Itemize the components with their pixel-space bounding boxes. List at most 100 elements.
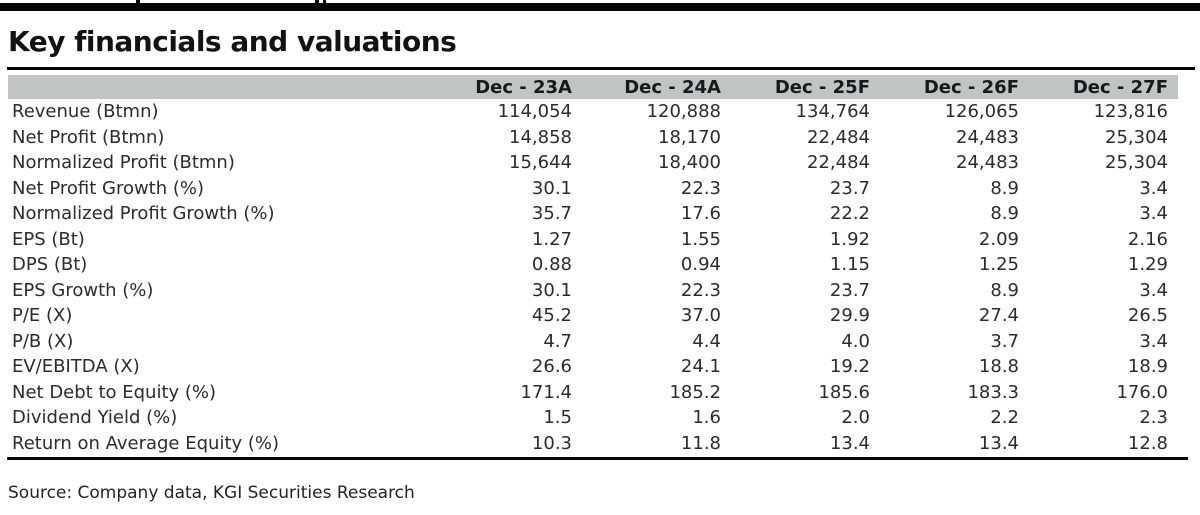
table-header: Dec - 23A Dec - 24A Dec - 25F Dec - 26F … xyxy=(8,75,1178,99)
value-cell: 0.94 xyxy=(680,254,721,276)
row-label: P/B (X) xyxy=(12,330,74,352)
value-cell: 22,484 xyxy=(807,152,870,174)
value-cell: 10.3 xyxy=(531,432,572,454)
value-cell: 2.3 xyxy=(1139,407,1168,429)
table-row: EPS Growth (%) 30.1 22.3 23.7 8.9 3.4 xyxy=(8,278,1178,304)
value-cell: 15,644 xyxy=(509,152,572,174)
row-label: Dividend Yield (%) xyxy=(12,407,178,429)
row-label: Normalized Profit (Btmn) xyxy=(12,152,235,174)
row-label: Normalized Profit Growth (%) xyxy=(12,203,275,225)
page-title: Key financials and valuations xyxy=(8,25,457,58)
top-crop-mark xyxy=(315,0,319,4)
value-cell: 171.4 xyxy=(520,381,572,403)
value-cell: 120,888 xyxy=(646,101,721,123)
table-bottom-rule xyxy=(7,457,1188,460)
table-row: Net Profit (Btmn) 14,858 18,170 22,484 2… xyxy=(8,125,1178,151)
top-crop-mark xyxy=(136,0,140,4)
value-cell: 1.55 xyxy=(680,228,721,250)
value-cell: 0.88 xyxy=(531,254,572,276)
value-cell: 13.4 xyxy=(978,432,1019,454)
table-header-row: Dec - 23A Dec - 24A Dec - 25F Dec - 26F … xyxy=(8,75,1178,99)
row-label: EPS (Bt) xyxy=(12,228,85,250)
row-label: Net Profit (Btmn) xyxy=(12,126,165,148)
value-cell: 23.7 xyxy=(829,279,870,301)
table-row: EV/EBITDA (X) 26.6 24.1 19.2 18.8 18.9 xyxy=(8,354,1178,380)
value-cell: 4.7 xyxy=(543,330,572,352)
table-row: Net Profit Growth (%) 30.1 22.3 23.7 8.9… xyxy=(8,176,1178,202)
row-label: Revenue (Btmn) xyxy=(12,101,159,123)
value-cell: 18.8 xyxy=(978,356,1019,378)
value-cell: 1.92 xyxy=(829,228,870,250)
value-cell: 14,858 xyxy=(509,126,572,148)
value-cell: 2.2 xyxy=(990,407,1019,429)
value-cell: 185.6 xyxy=(818,381,870,403)
col-header-metric xyxy=(8,75,433,99)
col-header: Dec - 27F xyxy=(1029,75,1178,99)
value-cell: 24,483 xyxy=(956,126,1019,148)
value-cell: 3.7 xyxy=(990,330,1019,352)
row-label: Return on Average Equity (%) xyxy=(12,432,280,454)
value-cell: 17.6 xyxy=(680,203,721,225)
value-cell: 114,054 xyxy=(497,101,572,123)
value-cell: 4.4 xyxy=(692,330,721,352)
value-cell: 2.0 xyxy=(841,407,870,429)
top-crop-mark xyxy=(323,0,326,4)
table-row: P/B (X) 4.7 4.4 4.0 3.7 3.4 xyxy=(8,329,1178,355)
value-cell: 45.2 xyxy=(531,305,572,327)
top-black-bar xyxy=(0,3,1200,11)
row-label: P/E (X) xyxy=(12,305,73,327)
value-cell: 1.29 xyxy=(1127,254,1168,276)
value-cell: 25,304 xyxy=(1105,126,1168,148)
value-cell: 3.4 xyxy=(1139,279,1168,301)
table-row: Dividend Yield (%) 1.5 1.6 2.0 2.2 2.3 xyxy=(8,405,1178,431)
value-cell: 8.9 xyxy=(990,203,1019,225)
value-cell: 134,764 xyxy=(795,101,870,123)
value-cell: 3.4 xyxy=(1139,330,1168,352)
value-cell: 123,816 xyxy=(1093,101,1168,123)
value-cell: 8.9 xyxy=(990,177,1019,199)
value-cell: 22.3 xyxy=(680,279,721,301)
value-cell: 23.7 xyxy=(829,177,870,199)
row-label: EPS Growth (%) xyxy=(12,279,154,301)
value-cell: 18,170 xyxy=(658,126,721,148)
value-cell: 8.9 xyxy=(990,279,1019,301)
col-header: Dec - 26F xyxy=(880,75,1029,99)
table-row: P/E (X) 45.2 37.0 29.9 27.4 26.5 xyxy=(8,303,1178,329)
value-cell: 26.5 xyxy=(1127,305,1168,327)
value-cell: 3.4 xyxy=(1139,177,1168,199)
table-body: Revenue (Btmn) 114,054 120,888 134,764 1… xyxy=(8,99,1178,456)
source-note: Source: Company data, KGI Securities Res… xyxy=(8,483,415,503)
value-cell: 30.1 xyxy=(531,177,572,199)
value-cell: 18,400 xyxy=(658,152,721,174)
value-cell: 22.2 xyxy=(829,203,870,225)
value-cell: 24,483 xyxy=(956,152,1019,174)
value-cell: 1.5 xyxy=(543,407,572,429)
title-divider-rule xyxy=(7,67,1195,70)
table-row: Net Debt to Equity (%) 171.4 185.2 185.6… xyxy=(8,380,1178,406)
row-label: Net Debt to Equity (%) xyxy=(12,381,217,403)
row-label: Net Profit Growth (%) xyxy=(12,177,205,199)
value-cell: 126,065 xyxy=(944,101,1019,123)
row-label: EV/EBITDA (X) xyxy=(12,356,140,378)
value-cell: 26.6 xyxy=(531,356,572,378)
col-header: Dec - 25F xyxy=(731,75,880,99)
table-row: Revenue (Btmn) 114,054 120,888 134,764 1… xyxy=(8,99,1178,125)
table-row: Normalized Profit Growth (%) 35.7 17.6 2… xyxy=(8,201,1178,227)
value-cell: 27.4 xyxy=(978,305,1019,327)
value-cell: 30.1 xyxy=(531,279,572,301)
value-cell: 29.9 xyxy=(829,305,870,327)
value-cell: 12.8 xyxy=(1127,432,1168,454)
value-cell: 2.16 xyxy=(1127,228,1168,250)
col-header: Dec - 23A xyxy=(433,75,582,99)
value-cell: 35.7 xyxy=(531,203,572,225)
table-row: Return on Average Equity (%) 10.3 11.8 1… xyxy=(8,431,1178,457)
value-cell: 2.09 xyxy=(978,228,1019,250)
col-header: Dec - 24A xyxy=(582,75,731,99)
value-cell: 37.0 xyxy=(680,305,721,327)
value-cell: 13.4 xyxy=(829,432,870,454)
value-cell: 11.8 xyxy=(680,432,721,454)
value-cell: 24.1 xyxy=(680,356,721,378)
value-cell: 176.0 xyxy=(1116,381,1168,403)
value-cell: 185.2 xyxy=(669,381,721,403)
